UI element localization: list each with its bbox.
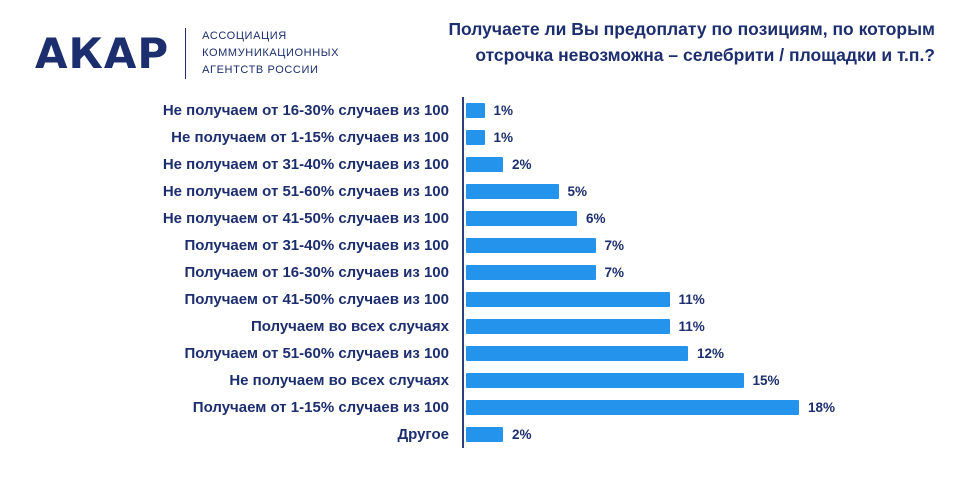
logo-fullname-line: КОММУНИКАЦИОННЫХ bbox=[202, 47, 340, 60]
category-label: Получаем от 1-15% случаев из 100 bbox=[192, 399, 449, 417]
bar-area: 2% bbox=[462, 421, 969, 449]
bar bbox=[466, 184, 559, 200]
logo-fullname-line: АГЕНТСТВ РОССИИ bbox=[202, 64, 319, 77]
value-label: 7% bbox=[604, 238, 625, 254]
logo-acronym: АКАР bbox=[35, 28, 170, 78]
chart-row: Не получаем от 1-15% случаев из 100 1% bbox=[12, 124, 969, 152]
category-label: Не получаем от 1-15% случаев из 100 bbox=[171, 129, 449, 147]
category-label: Получаем от 41-50% случаев из 100 bbox=[184, 291, 449, 309]
chart-row: Получаем от 51-60% случаев из 100 12% bbox=[12, 340, 969, 368]
akar-logo: АКАР АССОЦИАЦИЯ КОММУНИКАЦИОННЫХ АГЕНТСТ… bbox=[35, 28, 340, 80]
bar bbox=[466, 130, 485, 146]
bar-area: 15% bbox=[462, 367, 969, 395]
bar bbox=[466, 346, 688, 362]
bar bbox=[466, 238, 596, 254]
bar-area: 5% bbox=[462, 178, 969, 206]
category-label: Получаем от 31-40% случаев из 100 bbox=[184, 237, 449, 255]
bar bbox=[466, 265, 596, 281]
bar-area: 18% bbox=[462, 394, 969, 422]
bar bbox=[466, 211, 577, 227]
category-label: Получаем от 51-60% случаев из 100 bbox=[184, 345, 449, 363]
bar-area: 1% bbox=[462, 97, 969, 125]
bar bbox=[466, 427, 503, 443]
bar bbox=[466, 157, 503, 173]
value-label: 7% bbox=[604, 265, 625, 281]
category-label: Не получаем от 41-50% случаев из 100 bbox=[162, 210, 449, 228]
value-label: 15% bbox=[752, 373, 780, 389]
logo-fullname: АССОЦИАЦИЯ КОММУНИКАЦИОННЫХ АГЕНТСТВ РОС… bbox=[185, 28, 340, 80]
chart-row: Не получаем от 16-30% случаев из 100 1% bbox=[12, 97, 969, 125]
bar-area: 11% bbox=[462, 286, 969, 314]
chart-row: Не получаем от 51-60% случаев из 100 5% bbox=[12, 178, 969, 206]
bar-area: 6% bbox=[462, 205, 969, 233]
bar bbox=[466, 103, 485, 119]
chart-row: Не получаем от 41-50% случаев из 100 6% bbox=[12, 205, 969, 233]
bar bbox=[466, 292, 670, 308]
bar bbox=[466, 373, 744, 389]
bar-area: 7% bbox=[462, 259, 969, 287]
value-label: 2% bbox=[512, 157, 532, 173]
chart-row: Получаем от 1-15% случаев из 100 18% bbox=[12, 394, 969, 422]
chart-row: Получаем во всех случаях 11% bbox=[12, 313, 969, 341]
value-label: 12% bbox=[697, 346, 725, 362]
chart-row: Другое 2% bbox=[12, 421, 969, 449]
value-label: 11% bbox=[678, 292, 705, 308]
value-label: 18% bbox=[808, 400, 836, 416]
category-label: Не получаем от 16-30% случаев из 100 bbox=[162, 102, 449, 120]
value-label: 1% bbox=[493, 130, 514, 146]
value-label: 1% bbox=[493, 103, 514, 119]
bar-area: 11% bbox=[462, 313, 969, 341]
chart-row: Получаем от 31-40% случаев из 100 7% bbox=[12, 232, 969, 260]
bar-chart: Не получаем от 16-30% случаев из 100 1% Не… bbox=[0, 97, 969, 449]
category-label: Не получаем во всех случаях bbox=[229, 372, 449, 390]
chart-row: Получаем от 16-30% случаев из 100 7% bbox=[12, 259, 969, 287]
category-label: Получаем во всех случаях bbox=[250, 318, 449, 336]
header: АКАР АССОЦИАЦИЯ КОММУНИКАЦИОННЫХ АГЕНТСТ… bbox=[0, 0, 969, 80]
bar-area: 7% bbox=[462, 232, 969, 260]
bar-area: 12% bbox=[462, 340, 969, 368]
category-label: Другое bbox=[397, 426, 449, 444]
bar-area: 1% bbox=[462, 124, 969, 152]
category-label: Получаем от 16-30% случаев из 100 bbox=[184, 264, 449, 282]
chart-row: Не получаем во всех случаях 15% bbox=[12, 367, 969, 395]
category-label: Не получаем от 51-60% случаев из 100 bbox=[162, 183, 449, 201]
category-label: Не получаем от 31-40% случаев из 100 bbox=[162, 156, 449, 174]
chart-row: Получаем от 41-50% случаев из 100 11% bbox=[12, 286, 969, 314]
value-label: 2% bbox=[512, 427, 532, 443]
chart-row: Не получаем от 31-40% случаев из 100 2% bbox=[12, 151, 969, 179]
value-label: 11% bbox=[678, 319, 705, 335]
chart-title: Получаете ли Вы предоплату по позициям, … bbox=[448, 19, 935, 66]
bar bbox=[466, 319, 670, 335]
value-label: 6% bbox=[586, 211, 606, 227]
logo-fullname-line: АССОЦИАЦИЯ bbox=[202, 30, 287, 42]
bar bbox=[466, 400, 799, 416]
bar-area: 2% bbox=[462, 151, 969, 179]
value-label: 5% bbox=[567, 184, 588, 200]
